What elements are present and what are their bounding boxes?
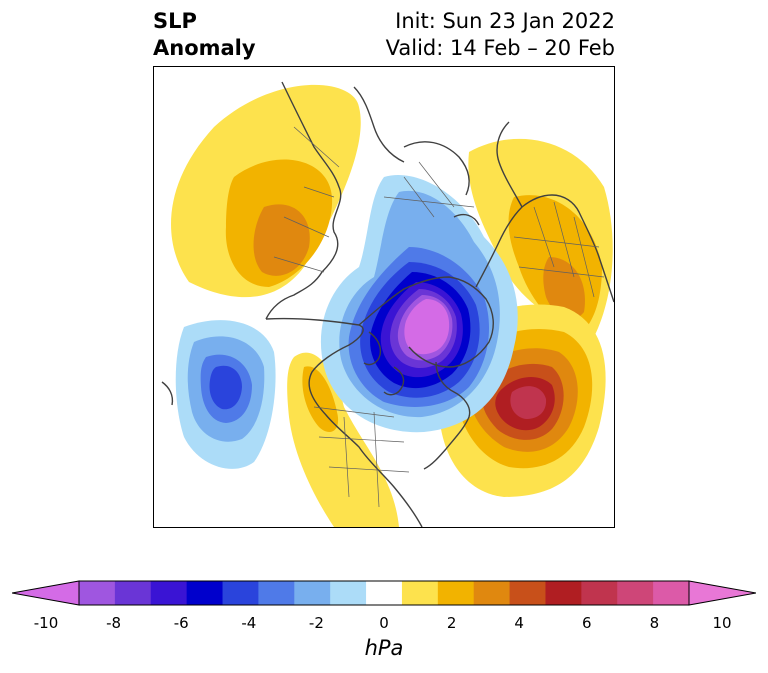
colorbar-tick-label: 10 [712, 614, 732, 632]
colorbar-tick-label: -6 [173, 614, 189, 632]
colorbar-ticks: -10 -8 -6 -4 -2 0 2 4 6 8 10 [0, 614, 768, 634]
us-positive-anomaly [287, 352, 399, 527]
colorbar-cell [150, 581, 188, 605]
pacific-negative-anomaly [175, 320, 276, 469]
colorbar-unit: hPa [364, 636, 404, 660]
colorbar-cell [509, 581, 546, 605]
colorbar-tick-label: 2 [446, 614, 457, 632]
colorbar-tick-label: 6 [582, 614, 592, 632]
map-title: SLP Anomaly [153, 8, 256, 62]
colorbar-cell [366, 581, 403, 605]
colorbar-outline [78, 580, 690, 606]
colorbar-tick-label: -4 [241, 614, 257, 632]
colorbar-cell [653, 581, 690, 605]
scandinavia-positive-anomaly [468, 138, 613, 337]
colorbar [12, 580, 756, 606]
colorbar-cell [186, 581, 224, 605]
political-borders [273, 126, 605, 508]
colorbar-extend-low [12, 580, 80, 606]
siberia-positive-anomaly [171, 84, 361, 298]
anomaly-label: Anomaly [153, 36, 256, 60]
colorbar-tick-label: 4 [514, 614, 524, 632]
colorbar-cell [545, 581, 582, 605]
colorbar-cell [258, 581, 295, 605]
colorbar-cell [222, 581, 259, 605]
colorbar-cell [401, 581, 439, 605]
valid-range: Valid: 14 Feb – 20 Feb [385, 36, 615, 60]
colorbar-tick-label: 8 [649, 614, 660, 632]
variable-label: SLP [153, 9, 197, 33]
colorbar-cell [473, 581, 511, 605]
colorbar-extend-high [688, 580, 756, 606]
anomaly-map [153, 66, 615, 528]
colorbar-cell [114, 581, 152, 605]
colorbar-tick-label: -10 [33, 614, 59, 632]
colorbar-cell [79, 581, 116, 605]
atlantic-positive-anomaly [439, 304, 606, 497]
init-date: Init: Sun 23 Jan 2022 [395, 9, 615, 33]
date-info: Init: Sun 23 Jan 2022 Valid: 14 Feb – 20… [386, 8, 615, 62]
map-canvas [161, 81, 614, 527]
colorbar-cell [330, 581, 367, 605]
colorbar-tick-label: -8 [106, 614, 122, 632]
colorbar-cell [617, 581, 654, 605]
coastlines [161, 81, 614, 527]
colorbar-tick-label: 0 [379, 614, 389, 632]
colorbar-cell [437, 581, 475, 605]
colorbar-cell [581, 581, 618, 605]
colorbar-cell [294, 581, 331, 605]
colorbar-tick-label: -2 [308, 614, 324, 632]
